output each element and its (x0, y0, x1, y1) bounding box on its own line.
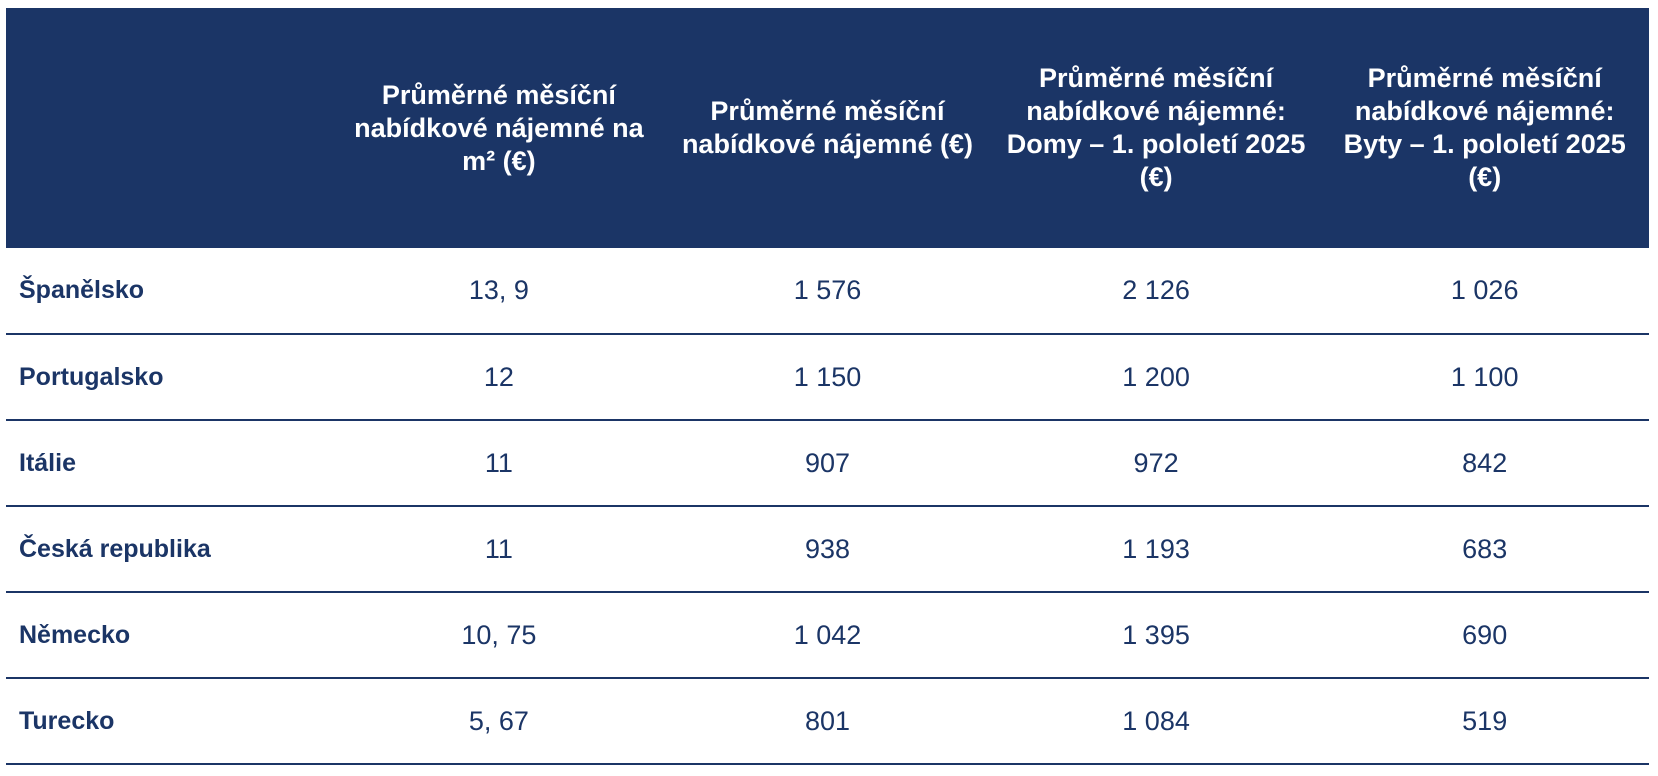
row-label: Portugalsko (19, 362, 164, 391)
header-cell: Průměrné měsíční nabídkové nájemné: Domy… (1006, 63, 1306, 192)
table-row: Turecko 5, 67 801 1 084 519 (6, 678, 1649, 764)
table-body: Španělsko 13, 9 1 576 2 126 1 026 Portugalsko… (6, 248, 1649, 764)
table-row: Itálie 11 907 972 842 (6, 420, 1649, 506)
value-cell: 801 (804, 705, 851, 736)
value-cell: 1 084 (1122, 705, 1190, 736)
value-cell: 1 042 (793, 619, 862, 650)
row-label: Itálie (19, 448, 76, 477)
value-cell: 842 (1462, 447, 1508, 478)
value-cell: 2 126 (1122, 275, 1190, 305)
value-cell: 13, 9 (468, 275, 529, 305)
table-header: Průměrné měsíční nabídkové nájemné na m²… (6, 8, 1649, 248)
header-cell: Průměrné měsíční nabídkové nájemné (€) (681, 96, 974, 159)
value-cell: 1 026 (1450, 275, 1519, 305)
value-cell: 938 (804, 533, 851, 564)
row-label: Německo (19, 620, 131, 649)
value-cell: 1 193 (1122, 533, 1190, 564)
value-cell: 5, 67 (468, 705, 529, 736)
row-label: Turecko (19, 706, 115, 735)
value-cell: 10, 75 (461, 619, 537, 650)
value-cell: 690 (1462, 619, 1508, 650)
value-cell: 1 200 (1122, 361, 1190, 392)
value-cell: 1 100 (1450, 361, 1519, 392)
table-row: Portugalsko 12 1 150 1 200 1 100 (6, 334, 1649, 420)
value-cell: 1 576 (793, 275, 862, 305)
value-cell: 11 (484, 447, 513, 478)
rent-table: Průměrné měsíční nabídkové nájemné na m²… (6, 8, 1649, 765)
header-cell: Průměrné měsíční nabídkové nájemné na m²… (354, 79, 644, 176)
value-cell: 1 150 (793, 361, 862, 392)
table-row: Německo 10, 75 1 042 1 395 690 (6, 592, 1649, 678)
value-cell: 519 (1462, 705, 1508, 736)
header-empty-cell (6, 8, 335, 248)
row-label: Španělsko (19, 276, 145, 304)
header-row: Průměrné měsíční nabídkové nájemné na m²… (6, 8, 1649, 248)
header-cell: Průměrné měsíční nabídkové nájemné: Byty… (1343, 63, 1626, 192)
value-cell: 683 (1462, 533, 1508, 564)
row-label: Česká republika (19, 534, 211, 563)
table-row: Česká republika 11 938 1 193 683 (6, 506, 1649, 592)
value-cell: 12 (483, 361, 514, 392)
value-cell: 1 395 (1122, 619, 1190, 650)
value-cell: 11 (484, 533, 513, 564)
table-row: Španělsko 13, 9 1 576 2 126 1 026 (6, 248, 1649, 334)
value-cell: 972 (1133, 447, 1179, 478)
value-cell: 907 (804, 447, 851, 478)
